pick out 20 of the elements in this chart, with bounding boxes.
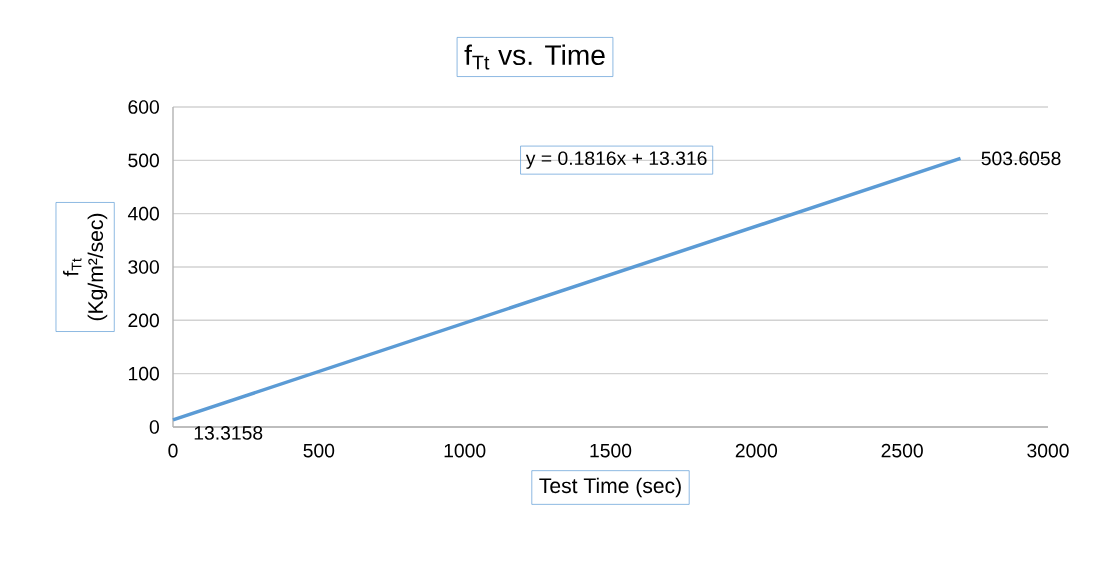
x-tick-label: 3000: [1027, 443, 1069, 458]
x-tick-label: 2000: [735, 443, 778, 458]
y-tick-label: 300: [128, 260, 159, 274]
y-axis-title: f$_{Tt}$ (Kg/m²/sec): [63, 213, 108, 321]
x-tick-label: 1500: [590, 443, 632, 458]
x-tick-label: 0: [168, 443, 178, 458]
y-tick-label: 600: [128, 100, 159, 114]
y-tick-label: 100: [128, 366, 159, 381]
chart-title: f$_{Tt}$ vs. Time: [464, 44, 605, 70]
x-tick-label: 1000: [444, 443, 486, 458]
y-tick-label: 400: [127, 206, 159, 221]
annotation: y = 0.1816x + 13.316: [525, 151, 707, 169]
y-tick-label: 500: [128, 153, 159, 168]
x-tick-label: 2500: [881, 443, 923, 458]
y-tick-label: 0: [149, 420, 159, 434]
data-label: 13.3158: [194, 426, 263, 440]
y-tick-label: 200: [128, 313, 159, 328]
x-axis-title: Test Time (sec): [539, 477, 681, 498]
x-tick-label: 500: [303, 443, 335, 458]
data-label: 503.6058: [981, 151, 1061, 166]
